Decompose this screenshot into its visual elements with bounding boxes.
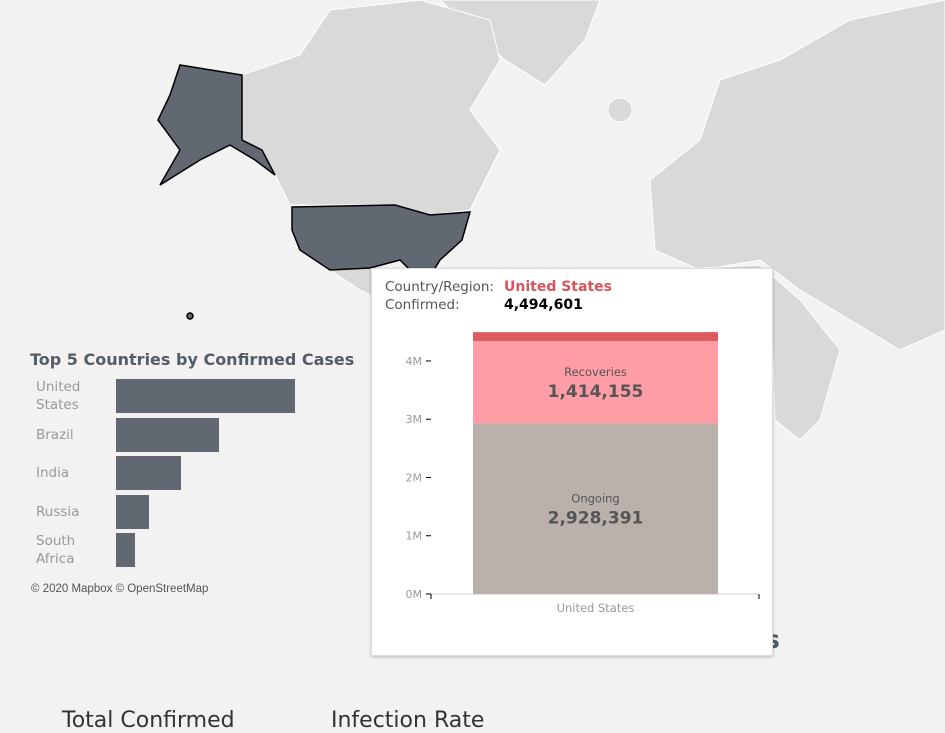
- tooltip-label: Country/Region:: [385, 279, 494, 295]
- chart-title: Top 5 Countries by Confirmed Cases: [30, 350, 355, 369]
- hawaii: [186, 312, 194, 320]
- bar-segment: [473, 423, 718, 594]
- y-tick-label: 3M: [406, 413, 423, 426]
- category-label: India: [36, 465, 70, 481]
- tooltip: Country/Region: United States Confirmed:…: [371, 268, 773, 656]
- bar: [116, 494, 150, 529]
- segment-name: Recoveries: [564, 365, 627, 379]
- segment-name: Ongoing: [571, 492, 619, 506]
- bar-row: Russia: [30, 494, 330, 529]
- tooltip-chart: Country/Region: United States Confirmed:…: [385, 279, 760, 615]
- attribution-osm: © OpenStreetMap: [115, 583, 209, 595]
- x-tick-label: United States: [557, 601, 635, 615]
- iceland: [607, 97, 633, 123]
- bar-row: Brazil: [30, 417, 330, 452]
- top5-chart: Top 5 Countries by Confirmed Cases Unite…: [30, 350, 370, 580]
- y-tick-label: 0M: [406, 588, 423, 601]
- bar-segment: [473, 340, 718, 424]
- attribution-mapbox: © 2020 Mapbox: [31, 583, 113, 595]
- bar-segment: [473, 332, 718, 341]
- category-label: South Africa: [36, 533, 76, 567]
- y-tick-label: 1M: [406, 530, 423, 543]
- bar-row: India: [30, 456, 330, 490]
- bar: [116, 379, 295, 413]
- category-label: United States: [36, 379, 81, 413]
- bar-row: South Africa: [30, 533, 330, 567]
- y-tick-label: 2M: [406, 471, 423, 484]
- y-tick-label: 4M: [406, 355, 423, 368]
- data-label: 1,414,155: [548, 382, 644, 402]
- tooltip-confirmed: 4,494,601: [504, 297, 583, 313]
- bar: [116, 533, 136, 567]
- heading: Infection Rate: [331, 708, 485, 733]
- canada: [241, 0, 501, 216]
- data-label: 2,928,391: [548, 509, 644, 529]
- heading: Total Confirmed: [62, 708, 235, 733]
- bar-row: United States: [30, 379, 330, 413]
- attribution: © 2020 Mapbox © OpenStreetMap: [31, 583, 208, 595]
- tooltip-label: Confirmed:: [385, 297, 460, 313]
- category-label: Russia: [36, 503, 80, 520]
- tooltip-country: United States: [504, 279, 612, 295]
- category-label: Brazil: [36, 426, 74, 443]
- bar: [116, 417, 220, 452]
- alaska: [157, 64, 276, 186]
- bar: [116, 456, 181, 490]
